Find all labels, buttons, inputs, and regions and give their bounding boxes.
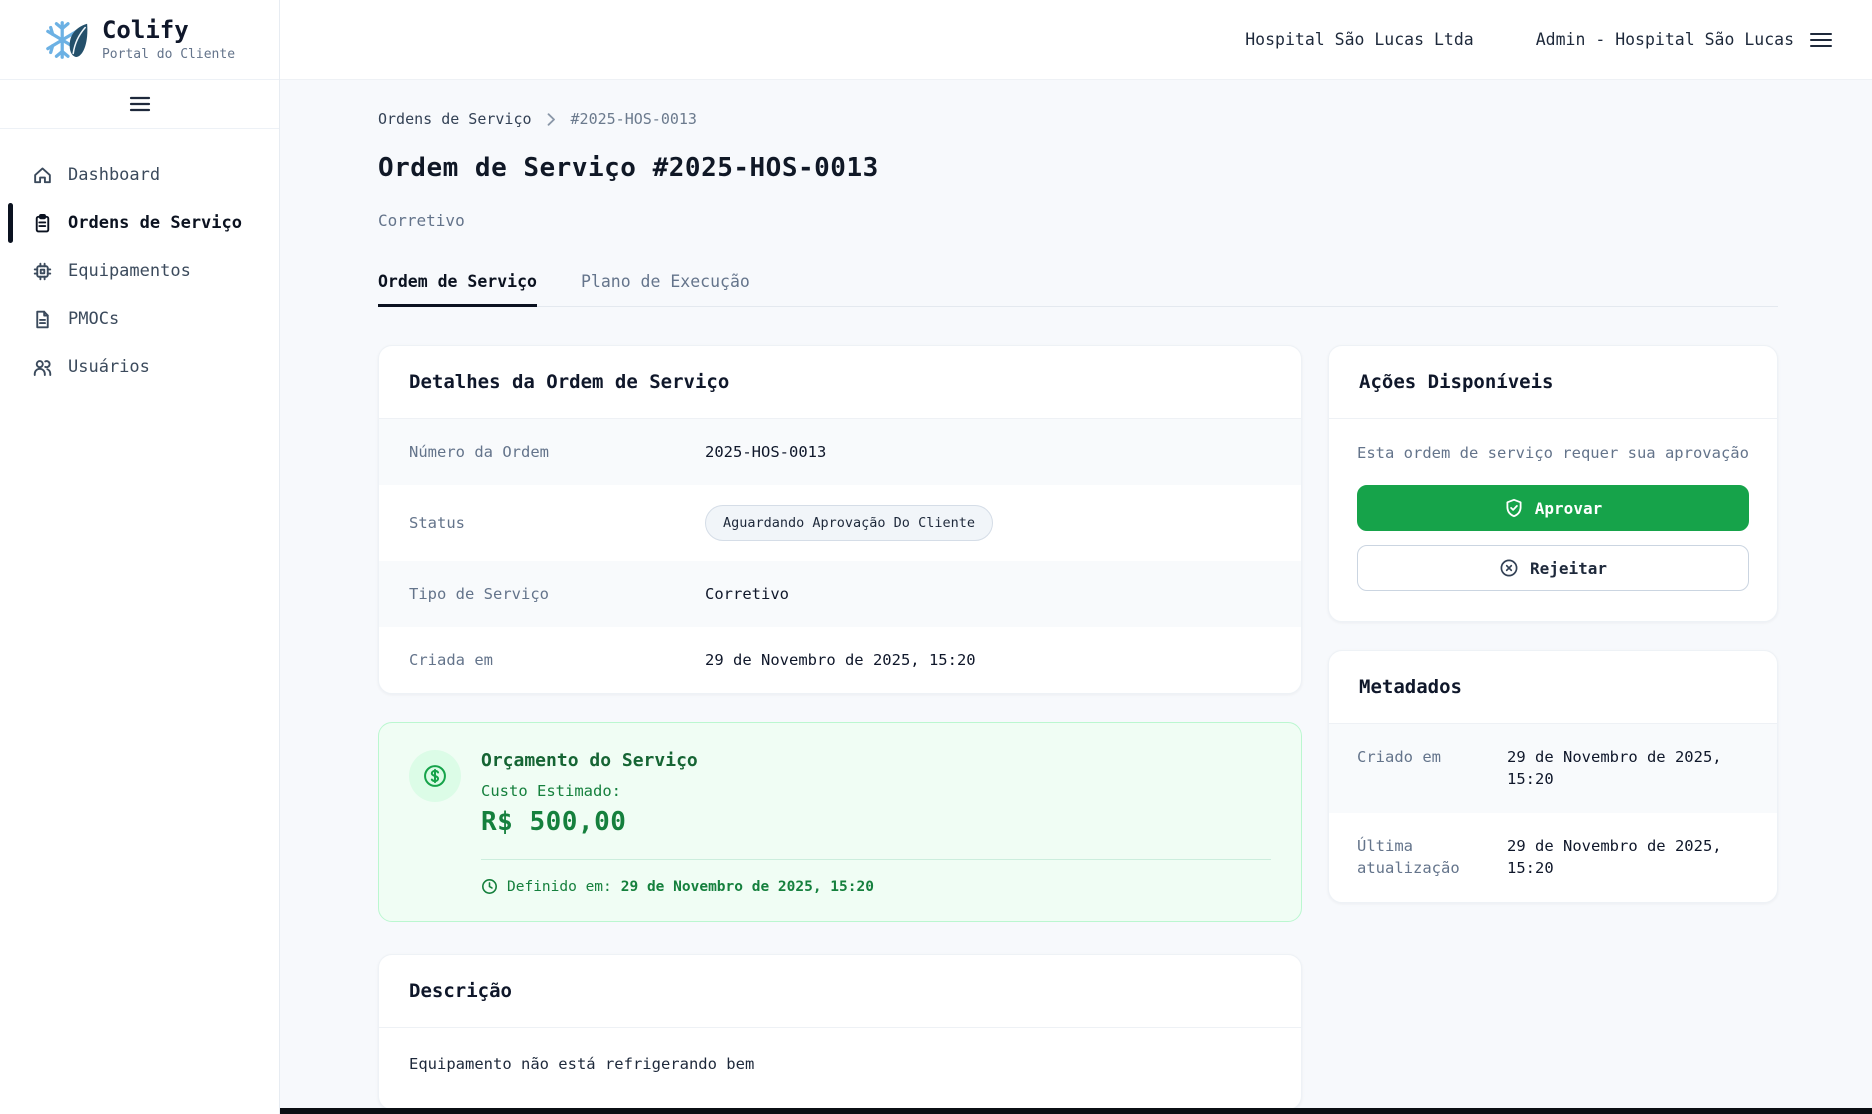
budget-defined-value: 29 de Novembro de 2025, 15:20: [620, 878, 874, 895]
sidebar: Colify Portal do Cliente Dashboard: [0, 0, 280, 1114]
description-card: Descrição Equipamento não está refrigera…: [378, 954, 1302, 1110]
users-icon: [31, 357, 53, 378]
breadcrumb-parent-link[interactable]: Ordens de Serviço: [378, 110, 532, 128]
reject-button[interactable]: Rejeitar: [1357, 545, 1749, 591]
meta-value: 29 de Novembro de 2025, 15:20: [1507, 748, 1722, 789]
sidebar-item-pmocs[interactable]: PMOCs: [0, 295, 279, 343]
main-content: Ordens de Serviço #2025-HOS-0013 Ordem d…: [280, 80, 1872, 1114]
brand-logo: Colify Portal do Cliente: [0, 0, 279, 80]
details-card-title: Detalhes da Ordem de Serviço: [409, 371, 730, 393]
sidebar-item-usuarios[interactable]: Usuários: [0, 343, 279, 391]
detail-row-created-at: Criada em 29 de Novembro de 2025, 15:20: [379, 627, 1301, 693]
dollar-circle-icon: [409, 750, 461, 802]
status-badge: Aguardando Aprovação Do Cliente: [705, 505, 993, 541]
tab-bar: Ordem de Serviço Plano de Execução: [378, 272, 1778, 307]
user-menu-label: Admin - Hospital São Lucas: [1535, 30, 1794, 49]
tab-ordem-de-servico[interactable]: Ordem de Serviço: [378, 272, 537, 307]
meta-label: Criado em: [1357, 748, 1441, 766]
sidebar-nav: Dashboard Ordens de Serviço: [0, 129, 279, 391]
budget-cost-label: Custo Estimado:: [481, 782, 621, 800]
detail-value: 2025-HOS-0013: [705, 443, 827, 461]
actions-card-title: Ações Disponíveis: [1359, 371, 1554, 393]
tab-plano-de-execucao[interactable]: Plano de Execução: [581, 272, 750, 306]
hamburger-icon: [129, 95, 151, 113]
detail-label: Criada em: [409, 651, 493, 669]
sidebar-item-label: Ordens de Serviço: [68, 213, 242, 233]
metadata-card-title: Metadados: [1359, 676, 1462, 698]
sidebar-item-dashboard[interactable]: Dashboard: [0, 151, 279, 199]
horizontal-scrollbar[interactable]: [280, 1108, 1872, 1114]
approve-button-label: Aprovar: [1534, 498, 1603, 518]
description-text: Equipamento não está refrigerando bem: [409, 1055, 755, 1073]
chip-icon: [31, 261, 53, 282]
meta-row-updated: Última atualização 29 de Novembro de 202…: [1329, 813, 1777, 902]
sidebar-item-equipamentos[interactable]: Equipamentos: [0, 247, 279, 295]
budget-title: Orçamento do Serviço: [481, 750, 698, 771]
snowflake-leaf-logo-icon: [44, 17, 90, 63]
shield-check-icon: [1504, 498, 1524, 518]
brand-tagline: Portal do Cliente: [101, 46, 236, 62]
details-card: Detalhes da Ordem de Serviço Número da O…: [378, 345, 1302, 694]
detail-label: Número da Ordem: [409, 443, 549, 461]
description-card-title: Descrição: [409, 980, 512, 1002]
sidebar-item-label: Usuários: [68, 357, 150, 377]
sidebar-item-label: Dashboard: [68, 165, 161, 185]
detail-label: Tipo de Serviço: [409, 585, 549, 603]
page-title: Ordem de Serviço #2025-HOS-0013: [378, 153, 879, 183]
breadcrumb-current: #2025-HOS-0013: [570, 110, 697, 128]
clipboard-icon: [31, 213, 53, 234]
budget-defined-label: Definido em:: [507, 878, 612, 895]
brand-name: Colify: [101, 16, 189, 45]
company-name: Hospital São Lucas Ltda: [1245, 30, 1474, 49]
sidebar-item-ordens-de-servico[interactable]: Ordens de Serviço: [0, 199, 279, 247]
meta-label: Última atualização: [1357, 836, 1460, 878]
breadcrumb: Ordens de Serviço #2025-HOS-0013: [378, 110, 1778, 128]
page-subtitle: Corretivo: [378, 211, 465, 230]
meta-row-created: Criado em 29 de Novembro de 2025, 15:20: [1329, 724, 1777, 813]
detail-row-service-type: Tipo de Serviço Corretivo: [379, 561, 1301, 627]
meta-value: 29 de Novembro de 2025, 15:20: [1507, 836, 1722, 878]
reject-button-label: Rejeitar: [1529, 558, 1608, 578]
sidebar-collapse-button[interactable]: [123, 89, 157, 119]
budget-cost-value: R$ 500,00: [481, 807, 627, 837]
document-icon: [31, 309, 53, 330]
sidebar-item-label: PMOCs: [68, 309, 120, 329]
home-icon: [31, 165, 53, 186]
budget-card: Orçamento do Serviço Custo Estimado: R$ …: [378, 722, 1302, 922]
detail-value: Corretivo: [705, 585, 789, 603]
chevron-right-icon: [547, 112, 556, 126]
detail-row-order-number: Número da Ordem 2025-HOS-0013: [379, 419, 1301, 485]
detail-label: Status: [409, 514, 465, 532]
user-menu-button[interactable]: Admin - Hospital São Lucas: [1536, 30, 1832, 49]
approve-button[interactable]: Aprovar: [1357, 485, 1749, 531]
top-header: Hospital São Lucas Ltda Admin - Hospital…: [280, 0, 1872, 80]
approval-message: Esta ordem de serviço requer sua aprovaç…: [1357, 444, 1749, 462]
menu-hamburger-icon: [1810, 32, 1832, 48]
detail-value: 29 de Novembro de 2025, 15:20: [705, 651, 976, 669]
clock-icon: [481, 878, 498, 895]
budget-divider: [481, 859, 1271, 860]
x-circle-icon: [1499, 558, 1519, 578]
detail-row-status: Status Aguardando Aprovação Do Cliente: [379, 485, 1301, 561]
sidebar-item-label: Equipamentos: [68, 261, 191, 281]
actions-card: Ações Disponíveis Esta ordem de serviço …: [1328, 345, 1778, 622]
metadata-card: Metadados Criado em 29 de Novembro de 20…: [1328, 650, 1778, 903]
